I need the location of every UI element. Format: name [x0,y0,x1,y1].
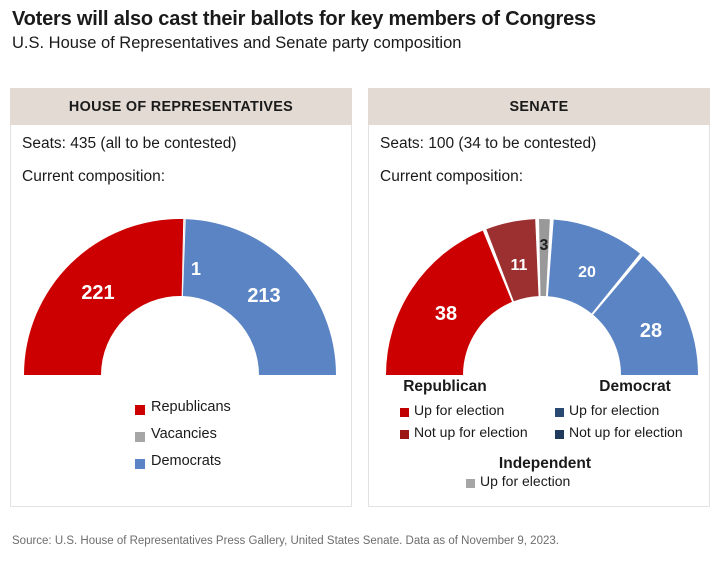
svg-text:3: 3 [540,237,549,254]
svg-text:38: 38 [435,303,457,325]
svg-text:28: 28 [640,320,662,342]
svg-text:1: 1 [191,259,201,279]
svg-text:213: 213 [247,285,280,307]
svg-text:221: 221 [81,282,114,304]
svg-text:20: 20 [578,264,596,281]
svg-text:11: 11 [511,257,528,274]
